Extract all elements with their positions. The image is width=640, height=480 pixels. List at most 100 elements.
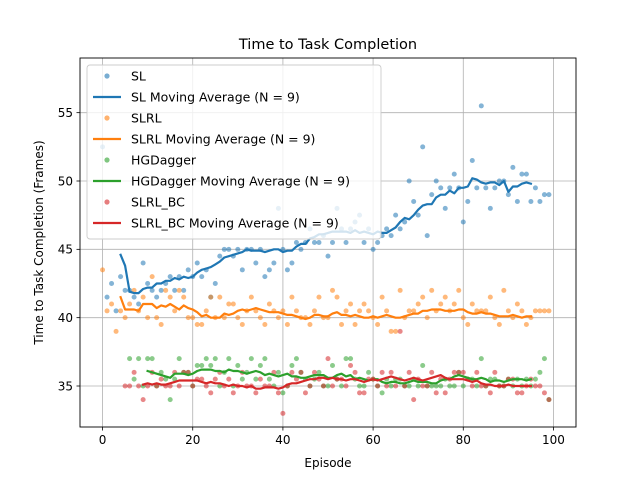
- slrl-point: [104, 308, 110, 314]
- sl-point: [221, 246, 227, 252]
- sl-point: [109, 281, 115, 286]
- hgdagger-point: [415, 383, 421, 389]
- hgdagger-point: [379, 390, 385, 396]
- sl-point: [172, 287, 178, 293]
- slrl-point: [248, 294, 254, 300]
- slrl-bc-point: [131, 369, 137, 375]
- slrl-bc-point: [361, 390, 367, 396]
- slrl-point: [451, 301, 457, 307]
- slrl-bc-point: [375, 383, 381, 389]
- sl-point: [541, 192, 547, 198]
- sl-point: [505, 192, 511, 198]
- slrl-bc-point: [298, 369, 304, 375]
- sl-point: [199, 274, 205, 280]
- slrl-point: [194, 322, 200, 327]
- x-tick-label: 0: [99, 433, 107, 447]
- slrl-point: [190, 315, 196, 321]
- slrl-point: [348, 301, 354, 307]
- legend-label: SLRL_BC: [131, 195, 185, 210]
- sl-point: [375, 240, 381, 245]
- sl-point: [235, 246, 241, 252]
- sl-point: [384, 226, 390, 232]
- ticks: 0 20 40 60 80 100 35 40 45 50 55: [58, 106, 565, 447]
- slrl-point: [442, 294, 448, 300]
- hgdagger-point: [136, 356, 142, 362]
- slrl-bc-point: [203, 383, 209, 389]
- hgdagger-point: [266, 376, 272, 382]
- sl-point: [181, 287, 187, 293]
- slrl-point: [334, 294, 340, 300]
- slrl-point: [289, 294, 295, 300]
- slrl-bc-point: [384, 383, 390, 389]
- slrl-bc-point: [289, 369, 295, 375]
- legend-box: [86, 64, 382, 240]
- slrl-bc-point: [352, 369, 358, 375]
- slrl-point: [469, 301, 475, 307]
- slrl-bc-point: [230, 390, 236, 396]
- hgdagger-point: [280, 390, 286, 396]
- sl-point: [145, 281, 151, 286]
- hgdagger-point: [257, 363, 263, 368]
- slrl-point: [284, 322, 290, 327]
- sl-point: [402, 219, 408, 225]
- slrl-point: [330, 287, 336, 293]
- slrl-bc-point: [212, 376, 218, 382]
- sl-point: [212, 281, 218, 286]
- slrl-bc-point: [325, 356, 331, 362]
- sl-point: [239, 267, 245, 273]
- slrl-point: [388, 328, 394, 334]
- slrl-bc-point: [420, 383, 426, 389]
- sl-point: [330, 240, 336, 245]
- slrl-point: [316, 294, 322, 300]
- slrl-point: [505, 308, 511, 314]
- legend-label: SL: [131, 69, 146, 84]
- sl-point: [131, 294, 137, 300]
- sl-point: [510, 164, 516, 170]
- hgdagger-point: [149, 356, 155, 362]
- hgdagger-point: [339, 383, 345, 389]
- hgdagger-point: [420, 363, 426, 368]
- slrl-bc-point: [122, 383, 128, 389]
- sl-point: [262, 274, 268, 280]
- slrl-point: [311, 308, 317, 314]
- slrl-point: [203, 308, 209, 314]
- slrl-point: [537, 308, 543, 314]
- slrl-point: [235, 315, 241, 321]
- hgdagger-point: [357, 383, 363, 389]
- slrl-point: [366, 308, 372, 314]
- slrl-point: [158, 322, 164, 327]
- hgdagger-point: [366, 369, 372, 375]
- slrl-point: [496, 322, 502, 327]
- slrl-point: [208, 294, 214, 300]
- hgdagger-point: [433, 383, 439, 389]
- sl-point: [429, 192, 435, 198]
- hgdagger-point: [478, 356, 484, 362]
- chart-title: Time to Task Completion: [238, 37, 417, 53]
- slrl-bc-point: [474, 369, 480, 375]
- hgdagger-point: [248, 356, 254, 362]
- sl-point: [438, 185, 444, 191]
- slrl-bc-point: [226, 376, 232, 382]
- hgdagger-moving-average-n-9-line: [146, 368, 533, 385]
- hgdagger-point: [212, 356, 218, 362]
- sl-point: [415, 212, 421, 218]
- sl-point: [528, 199, 534, 204]
- sl-point: [154, 294, 160, 300]
- slrl-point: [541, 308, 547, 314]
- slrl-bc-point: [429, 369, 435, 375]
- slrl-bc-point: [343, 383, 349, 389]
- slrl-bc-point: [532, 383, 538, 389]
- slrl-point: [456, 287, 462, 293]
- hgdagger-point: [176, 356, 182, 362]
- slrl-point: [532, 308, 538, 314]
- slrl-point: [465, 322, 471, 327]
- hgdagger-point: [199, 363, 205, 368]
- sl-point: [406, 178, 412, 184]
- sl-point: [433, 178, 439, 184]
- slrl-bc-point: [456, 369, 462, 375]
- hgdagger-point: [316, 369, 322, 375]
- hgdagger-point: [131, 376, 137, 382]
- sl-point: [311, 240, 317, 245]
- slrl-bc-point: [537, 383, 543, 389]
